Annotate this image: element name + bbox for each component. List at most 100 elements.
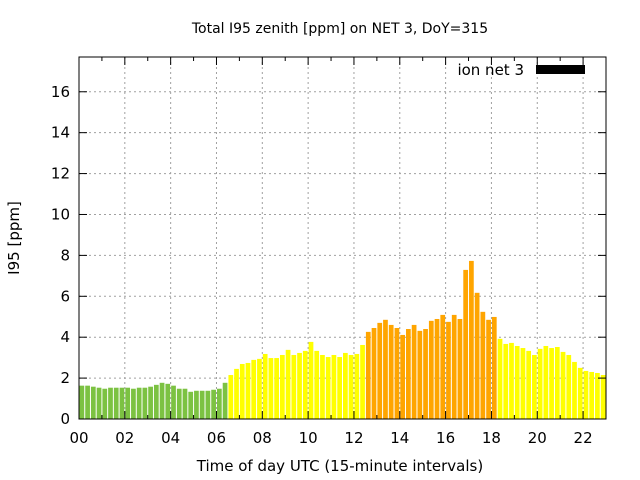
bar [423,329,428,419]
legend: ion net 3 [457,61,585,79]
plot-frame [78,56,607,420]
bar [234,368,239,419]
bar [394,327,400,419]
bar [245,362,251,419]
bar [257,358,262,419]
y-tick-label: 2 [60,369,70,387]
bar [348,354,354,419]
bar [469,260,474,419]
bar [365,331,371,419]
x-tick-label: 22 [574,429,593,447]
legend-label: ion net 3 [457,61,524,79]
bar [411,324,417,419]
bar [383,319,388,419]
bar [451,314,457,419]
bar [119,387,125,419]
bar [520,348,526,419]
bar [446,321,451,419]
bar [125,387,131,419]
bar [457,318,463,419]
bar [583,370,589,419]
bar [239,363,245,419]
bar [388,324,394,419]
bar [274,358,279,419]
bar [566,354,572,419]
bar [497,338,503,419]
bar [102,388,108,419]
x-tick-label: 04 [161,429,180,447]
bar [509,342,514,419]
bar [480,311,486,419]
bar [171,385,176,419]
bar [291,354,297,419]
bar [205,390,211,419]
bar [417,330,423,419]
x-tick-label: 06 [207,429,226,447]
bar [182,388,188,419]
y-tick-label: 10 [51,205,70,223]
bar [90,386,96,419]
bar [302,350,308,419]
bar [308,341,314,419]
bar [532,354,537,419]
bar [577,367,583,419]
bar [503,343,509,419]
x-axis-label: Time of day UTC (15-minute intervals) [196,457,483,475]
x-tick-label: 02 [115,429,134,447]
bar [131,388,136,419]
bar [228,375,234,419]
bar [108,387,113,419]
bar [514,345,520,419]
bar [440,314,446,419]
bar [406,329,411,419]
bar [262,353,268,419]
x-tick-label: 10 [299,429,318,447]
bar [377,322,383,419]
bar [113,387,119,419]
bar [343,352,348,419]
bar [153,384,159,419]
bar [285,349,291,419]
bar [194,390,199,419]
bar [549,348,554,419]
bar [314,350,320,419]
bar [222,382,228,419]
bar [600,375,606,419]
bar [474,292,480,419]
bar [434,318,440,419]
bar [371,327,377,419]
bar [428,320,434,419]
bar [199,390,205,419]
legend-swatch [536,65,585,74]
grid [79,57,606,419]
bar [211,389,216,419]
bar [526,350,532,419]
bar [400,334,406,419]
bar [320,354,325,419]
y-axis-label: I95 [ppm] [5,201,23,275]
bar [79,385,85,419]
bar [537,348,543,419]
bar [354,353,360,419]
bar [491,316,497,419]
bar [325,357,331,419]
bar [572,361,577,419]
x-tick-label: 12 [344,429,363,447]
bar [279,354,285,419]
bar [159,382,165,419]
bar [268,358,274,419]
y-tick-label: 14 [51,124,70,142]
bar [176,388,182,419]
y-tick-label: 0 [60,410,70,428]
bar [251,359,257,419]
bar [560,351,566,419]
x-tick-label: 14 [390,429,409,447]
y-tick-label: 6 [60,287,70,305]
bar [136,387,142,419]
bars [79,260,606,419]
x-tick-label: 20 [528,429,547,447]
bar [85,385,90,419]
y-tick-label: 12 [51,165,70,183]
